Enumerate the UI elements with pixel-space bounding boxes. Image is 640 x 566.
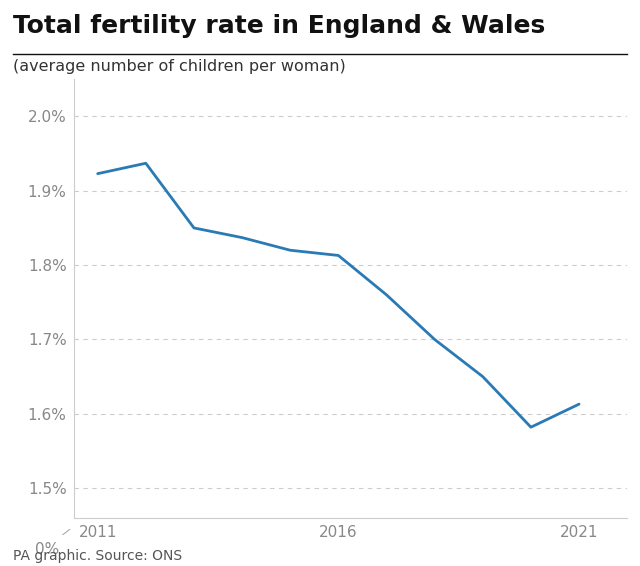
Text: (average number of children per woman): (average number of children per woman) xyxy=(13,59,346,75)
Text: Total fertility rate in England & Wales: Total fertility rate in England & Wales xyxy=(13,14,545,38)
Text: 0%: 0% xyxy=(35,542,59,557)
Text: PA graphic. Source: ONS: PA graphic. Source: ONS xyxy=(13,549,182,563)
